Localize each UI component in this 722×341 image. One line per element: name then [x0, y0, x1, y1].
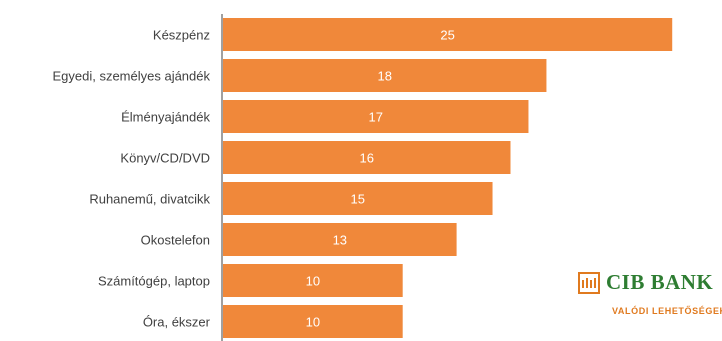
category-label: Okostelefon: [141, 233, 210, 248]
category-label: Készpénz: [153, 28, 210, 43]
bar: [223, 100, 529, 133]
value-label: 13: [333, 233, 347, 248]
value-label: 17: [369, 110, 383, 125]
brand-tagline: VALÓDI LEHETŐSÉGEK: [612, 306, 722, 316]
category-label: Számítógép, laptop: [98, 274, 210, 289]
bar: [223, 59, 547, 92]
category-label: Óra, ékszer: [143, 315, 211, 330]
category-label: Ruhanemű, divatcikk: [89, 192, 210, 207]
bar: [223, 141, 511, 174]
category-label: Könyv/CD/DVD: [120, 151, 210, 166]
bar: [223, 182, 493, 215]
bar: [223, 18, 673, 51]
category-label: Élményajándék: [121, 110, 210, 125]
category-label: Egyedi, személyes ajándék: [52, 69, 210, 84]
bar: [223, 223, 457, 256]
bars-group: Készpénz 25 Egyedi, személyes ajándék 18 Élm…: [52, 18, 673, 338]
value-label: 15: [351, 192, 365, 207]
value-label: 10: [306, 274, 320, 289]
bar: [223, 305, 403, 338]
cib-bank-logo: CIB BANK VALÓDI LEHETŐSÉGEK: [578, 268, 722, 328]
bar: [223, 264, 403, 297]
value-label: 18: [377, 69, 391, 84]
brand-name: CIB BANK: [606, 270, 714, 294]
value-label: 10: [306, 315, 320, 330]
cib-logo-icon: [578, 272, 600, 294]
value-label: 16: [360, 151, 374, 166]
value-label: 25: [440, 28, 454, 43]
